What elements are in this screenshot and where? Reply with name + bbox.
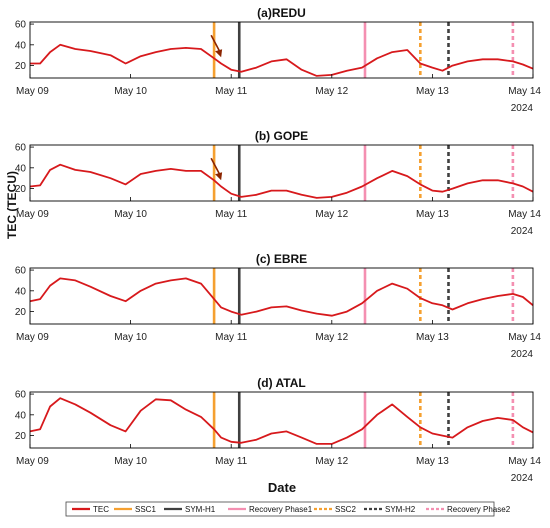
- y-tick-label: 40: [15, 410, 27, 421]
- x-tick-label: May 09: [16, 456, 49, 467]
- x-tick-label: May 10: [114, 332, 147, 343]
- legend: TEC SSC1 SYM-H1 Recovery Phase1 SSC2 SYM-H2 Re…: [65, 501, 511, 517]
- panel-title: (a)REDU: [257, 6, 306, 20]
- tec-series-line: [29, 397, 534, 445]
- y-tick-label: 60: [15, 20, 27, 31]
- panel-1: (b) GOPE 20 40 60 May 09 May 10 May 11 May 12 Ma…: [15, 129, 542, 237]
- legend-label: SSC1: [135, 505, 156, 514]
- panel-title: (c) EBRE: [256, 252, 307, 266]
- x-axis-label: Date: [268, 480, 296, 495]
- tec-series-line: [29, 277, 534, 317]
- tec-series-line: [30, 43, 534, 77]
- y-tick-label: 60: [15, 390, 27, 401]
- panels: (a)REDU 20 40 60 May 09 May 10 May 11 May 12 May…: [15, 6, 542, 484]
- x-tick-label: May 13: [416, 209, 449, 220]
- x-tick-label: May 14: [508, 332, 541, 343]
- legend-label: Recovery Phase1: [249, 505, 313, 514]
- x-tick-label: May 13: [416, 86, 449, 97]
- legend-label: TEC: [93, 505, 109, 514]
- year-label: 2024: [511, 349, 534, 360]
- y-tick-label: 40: [15, 40, 27, 51]
- x-tick-label: May 09: [16, 209, 49, 220]
- x-tick-label: May 10: [114, 86, 147, 97]
- x-tick-label: May 14: [508, 86, 541, 97]
- x-tick-label: May 11: [215, 332, 247, 343]
- x-tick-label: May 12: [315, 332, 348, 343]
- legend-label: Recovery Phase2: [447, 505, 511, 514]
- y-tick-label: 40: [15, 163, 27, 174]
- panel-title: (d) ATAL: [257, 376, 305, 390]
- x-tick-label: May 10: [114, 209, 147, 220]
- legend-box: [65, 501, 495, 517]
- legend-label: SYM-H1: [185, 505, 216, 514]
- y-tick-label: 60: [15, 266, 27, 277]
- plot-frame: [29, 391, 534, 449]
- x-tick-label: May 12: [315, 209, 348, 220]
- y-tick-label: 20: [15, 431, 27, 442]
- plot-frame: [29, 267, 534, 325]
- legend-label: SSC2: [335, 505, 356, 514]
- legend-label: SYM-H2: [385, 505, 416, 514]
- annotation-arrow-head: [215, 172, 223, 181]
- x-tick-label: May 12: [315, 86, 348, 97]
- x-tick-label: May 13: [416, 456, 449, 467]
- x-tick-label: May 14: [508, 209, 541, 220]
- x-tick-label: May 11: [215, 209, 247, 220]
- year-label: 2024: [511, 103, 534, 114]
- x-tick-label: May 11: [215, 456, 247, 467]
- x-tick-label: May 10: [114, 456, 147, 467]
- annotation-arrow-shaft: [210, 34, 221, 53]
- y-tick-label: 20: [15, 184, 27, 195]
- x-tick-label: May 09: [16, 332, 49, 343]
- x-tick-label: May 12: [315, 456, 348, 467]
- x-tick-label: May 09: [16, 86, 49, 97]
- x-tick-label: May 11: [215, 86, 247, 97]
- plot-frame: [29, 144, 534, 202]
- annotation-arrow-head: [215, 49, 223, 58]
- y-tick-label: 20: [15, 61, 27, 72]
- panel-3: (d) ATAL 20 40 60 May 09 May 10 May 11 May 12 Ma…: [15, 376, 542, 484]
- x-tick-label: May 13: [416, 332, 449, 343]
- plot-frame: [29, 21, 534, 79]
- y-tick-label: 40: [15, 286, 27, 297]
- y-tick-label: 20: [15, 307, 27, 318]
- year-label: 2024: [511, 473, 534, 484]
- panel-0: (a)REDU 20 40 60 May 09 May 10 May 11 May 12 May…: [15, 6, 542, 114]
- year-label: 2024: [511, 226, 534, 237]
- annotation-arrow-shaft: [210, 157, 221, 176]
- y-axis-label: TEC (TECU): [5, 171, 19, 239]
- x-tick-label: May 14: [508, 456, 541, 467]
- panel-2: (c) EBRE 20 40 60 May 09 May 10 May 11 May 12 Ma…: [15, 252, 542, 360]
- tec-series-line: [29, 163, 534, 199]
- y-tick-label: 60: [15, 143, 27, 154]
- panel-title: (b) GOPE: [255, 129, 308, 143]
